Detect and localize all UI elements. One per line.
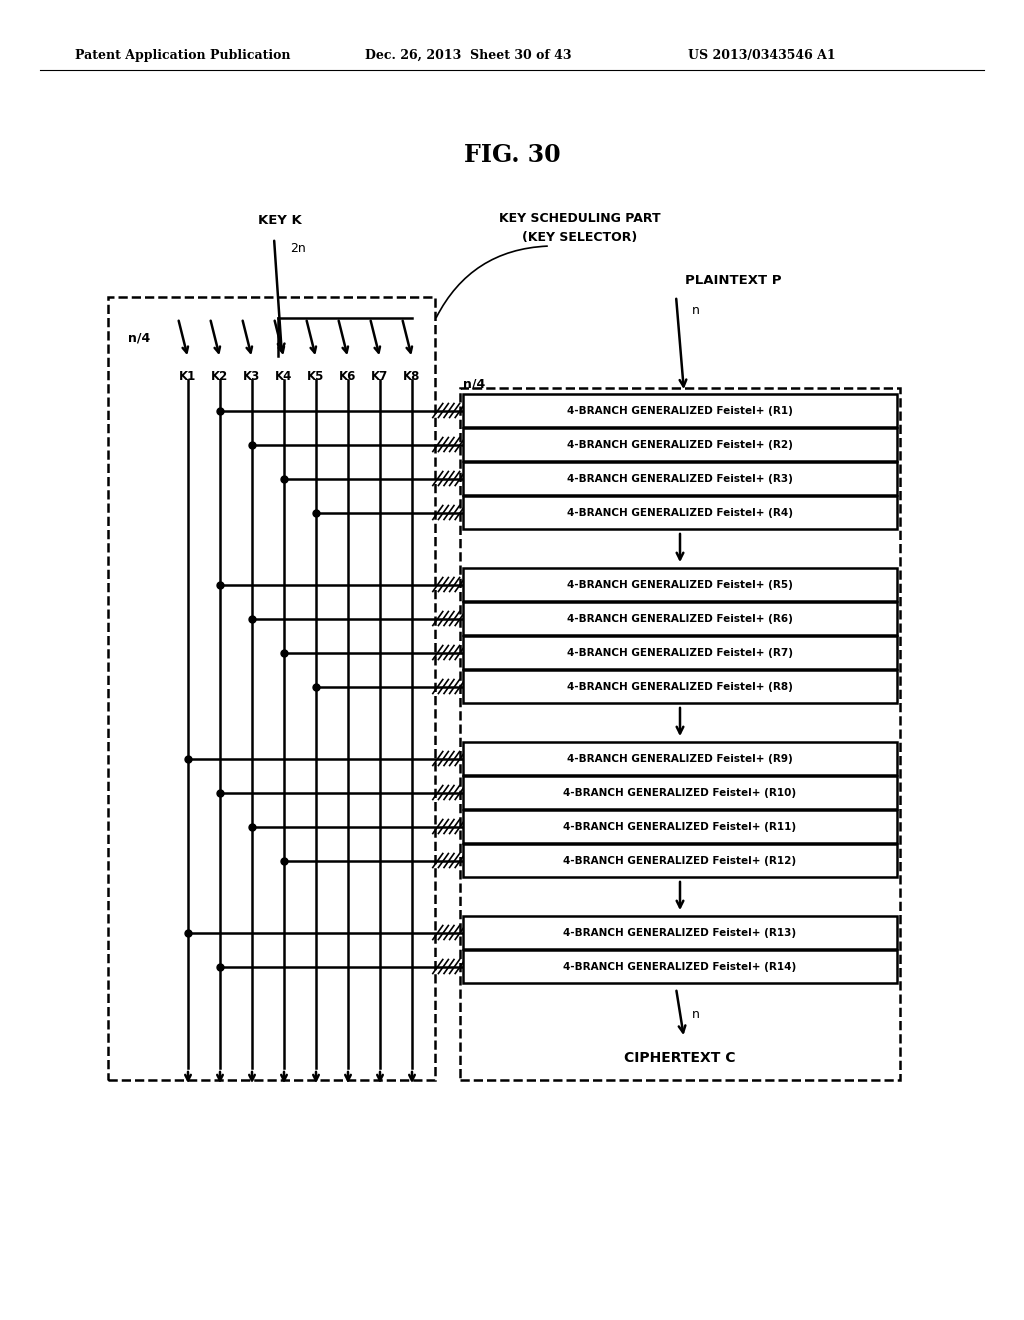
Bar (463, 843, 897, 876)
Bar (460, 388, 900, 1080)
Text: 4-BRANCH GENERALIZED Feistel+ (R7): 4-BRANCH GENERALIZED Feistel+ (R7) (567, 648, 793, 657)
Text: K6: K6 (339, 370, 356, 383)
Text: KEY SCHEDULING PART
(KEY SELECTOR): KEY SCHEDULING PART (KEY SELECTOR) (499, 213, 660, 243)
Text: Patent Application Publication: Patent Application Publication (75, 49, 291, 62)
Bar (108, 297, 435, 1080)
Bar (463, 602, 897, 635)
Text: Dec. 26, 2013  Sheet 30 of 43: Dec. 26, 2013 Sheet 30 of 43 (365, 49, 571, 62)
Text: 4-BRANCH GENERALIZED Feistel+ (R14): 4-BRANCH GENERALIZED Feistel+ (R14) (563, 961, 797, 972)
Text: 4-BRANCH GENERALIZED Feistel+ (R3): 4-BRANCH GENERALIZED Feistel+ (R3) (567, 474, 793, 483)
Bar (463, 428, 897, 461)
Text: 4-BRANCH GENERALIZED Feistel+ (R6): 4-BRANCH GENERALIZED Feistel+ (R6) (567, 614, 793, 623)
Text: n: n (692, 1008, 699, 1022)
Text: K4: K4 (275, 370, 293, 383)
Bar (463, 810, 897, 843)
Text: FIG. 30: FIG. 30 (464, 143, 560, 168)
Text: K8: K8 (403, 370, 421, 383)
Text: 4-BRANCH GENERALIZED Feistel+ (R13): 4-BRANCH GENERALIZED Feistel+ (R13) (563, 928, 797, 937)
Text: n/4: n/4 (128, 331, 150, 345)
Text: K1: K1 (179, 370, 197, 383)
Bar (463, 393, 897, 426)
Text: 4-BRANCH GENERALIZED Feistel+ (R4): 4-BRANCH GENERALIZED Feistel+ (R4) (567, 507, 793, 517)
Text: K5: K5 (307, 370, 325, 383)
Text: K7: K7 (372, 370, 389, 383)
Bar (463, 636, 897, 669)
Text: US 2013/0343546 A1: US 2013/0343546 A1 (688, 49, 836, 62)
Text: n/4: n/4 (463, 378, 485, 391)
Bar (463, 496, 897, 529)
Text: K3: K3 (244, 370, 261, 383)
Text: 4-BRANCH GENERALIZED Feistel+ (R9): 4-BRANCH GENERALIZED Feistel+ (R9) (567, 754, 793, 763)
Text: 4-BRANCH GENERALIZED Feistel+ (R5): 4-BRANCH GENERALIZED Feistel+ (R5) (567, 579, 793, 590)
Text: 2n: 2n (290, 242, 306, 255)
Bar (463, 776, 897, 809)
Text: K2: K2 (211, 370, 228, 383)
Text: 4-BRANCH GENERALIZED Feistel+ (R8): 4-BRANCH GENERALIZED Feistel+ (R8) (567, 681, 793, 692)
Bar (463, 671, 897, 704)
Bar (463, 568, 897, 601)
Text: 4-BRANCH GENERALIZED Feistel+ (R2): 4-BRANCH GENERALIZED Feistel+ (R2) (567, 440, 793, 450)
Bar (463, 462, 897, 495)
Text: n: n (692, 304, 699, 317)
Bar (463, 916, 897, 949)
Text: PLAINTEXT P: PLAINTEXT P (685, 273, 781, 286)
Text: 4-BRANCH GENERALIZED Feistel+ (R11): 4-BRANCH GENERALIZED Feistel+ (R11) (563, 821, 797, 832)
Text: CIPHERTEXT C: CIPHERTEXT C (625, 1051, 736, 1065)
Bar (463, 742, 897, 775)
Text: 4-BRANCH GENERALIZED Feistel+ (R10): 4-BRANCH GENERALIZED Feistel+ (R10) (563, 788, 797, 797)
Text: 4-BRANCH GENERALIZED Feistel+ (R12): 4-BRANCH GENERALIZED Feistel+ (R12) (563, 855, 797, 866)
Text: 4-BRANCH GENERALIZED Feistel+ (R1): 4-BRANCH GENERALIZED Feistel+ (R1) (567, 405, 793, 416)
Bar (463, 950, 897, 983)
Text: KEY K: KEY K (258, 214, 302, 227)
